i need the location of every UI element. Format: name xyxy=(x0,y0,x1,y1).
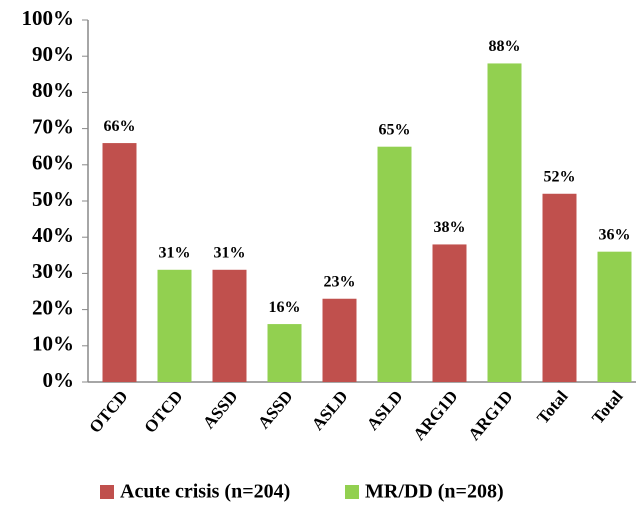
bar xyxy=(432,244,467,382)
value-label: 65% xyxy=(379,121,411,138)
value-label: 38% xyxy=(434,219,466,236)
y-tick-label: 30% xyxy=(32,259,74,283)
bar xyxy=(542,193,577,382)
x-tick-label: ASSD xyxy=(254,387,296,433)
y-tick-label: 100% xyxy=(22,6,75,30)
bar xyxy=(212,269,247,382)
y-tick-label: 90% xyxy=(32,42,74,66)
value-label: 88% xyxy=(489,38,521,55)
y-tick-label: 70% xyxy=(32,114,74,138)
bar xyxy=(597,251,632,382)
y-tick-label: 20% xyxy=(32,295,74,319)
legend-label: MR/DD (n=208) xyxy=(365,481,504,503)
bar xyxy=(487,63,522,382)
legend-swatch xyxy=(100,485,114,499)
legend-label: Acute crisis (n=204) xyxy=(120,481,290,503)
bar xyxy=(102,143,137,382)
x-tick-label: OTCD xyxy=(85,387,131,437)
x-tick-label: ARG1D xyxy=(464,387,516,444)
value-label: 52% xyxy=(544,168,576,185)
bar xyxy=(267,324,302,382)
value-label: 66% xyxy=(104,118,136,135)
x-tick-label: ARG1D xyxy=(409,387,461,444)
y-tick-label: 40% xyxy=(32,223,74,247)
x-tick-label: OTCD xyxy=(140,387,186,437)
value-label: 36% xyxy=(599,226,631,243)
x-tick-label: ASLD xyxy=(363,387,407,434)
value-label: 16% xyxy=(269,299,301,316)
value-label: 31% xyxy=(159,244,191,261)
bar xyxy=(157,269,192,382)
x-tick-label: ASSD xyxy=(199,387,241,433)
bar xyxy=(322,298,357,382)
value-label: 31% xyxy=(214,244,246,261)
y-tick-label: 0% xyxy=(43,368,75,392)
legend-swatch xyxy=(345,485,359,499)
x-tick-label: Total xyxy=(533,387,572,428)
y-tick-label: 60% xyxy=(32,151,74,175)
x-tick-label: ASLD xyxy=(308,387,352,434)
y-tick-label: 50% xyxy=(32,187,74,211)
y-tick-label: 80% xyxy=(32,78,74,102)
value-label: 23% xyxy=(324,273,356,290)
bar xyxy=(377,146,412,382)
y-tick-label: 10% xyxy=(32,332,74,356)
x-tick-label: Total xyxy=(588,387,627,428)
